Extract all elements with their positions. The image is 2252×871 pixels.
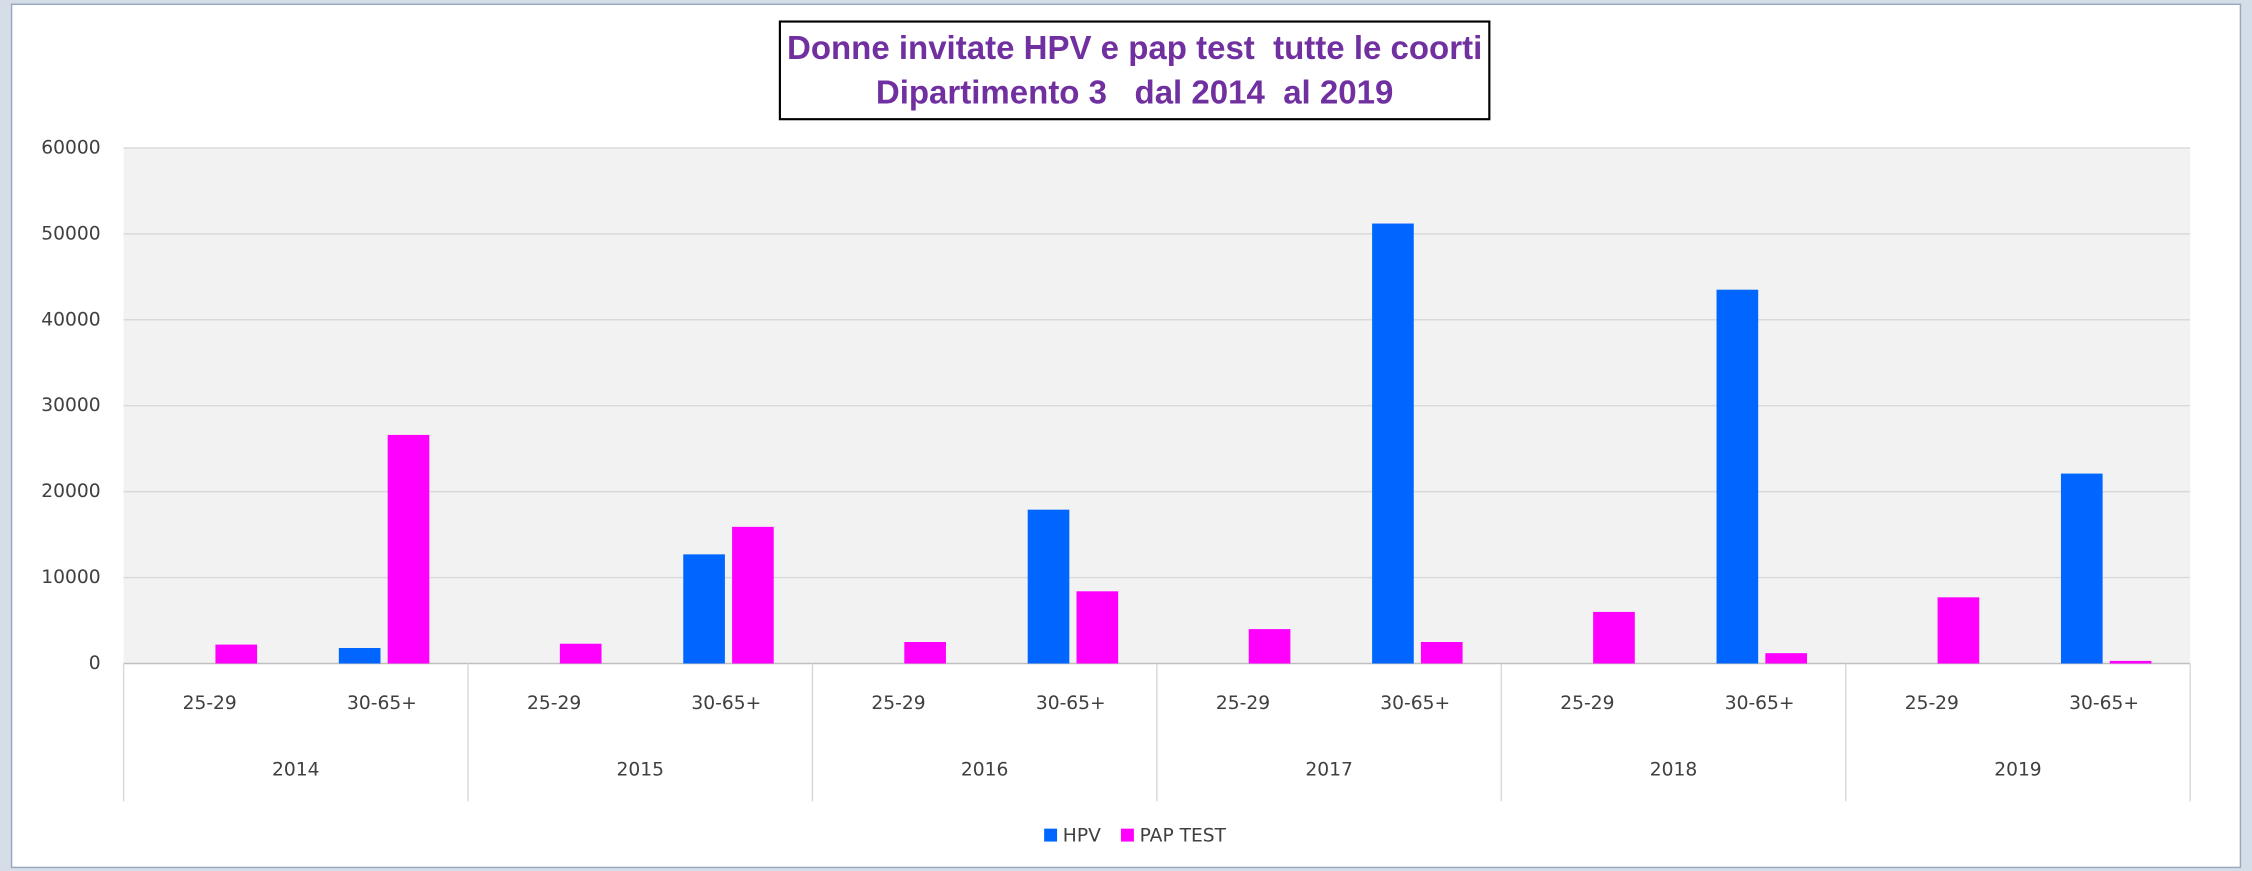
chart-subtitle: Dipartimento 3 dal 2014 al 2019 (876, 74, 1393, 111)
x-tick-label: 25-29 (527, 693, 581, 714)
bar (559, 643, 602, 664)
bar (1593, 611, 1635, 664)
legend-swatch (1120, 828, 1134, 842)
bar (215, 644, 258, 664)
x-tick-label: 30-65+ (1036, 693, 1106, 714)
x-tick-label: 25-29 (1905, 693, 1959, 714)
group-label: 2017 (1305, 759, 1352, 780)
bar (1937, 597, 1980, 664)
bar (2060, 473, 2103, 664)
y-tick-label: 50000 (41, 223, 100, 244)
x-tick-label: 25-29 (1560, 693, 1614, 714)
x-tick-label: 30-65+ (2069, 693, 2139, 714)
bar (1076, 591, 1119, 664)
bar (904, 642, 946, 664)
y-tick-label: 60000 (41, 137, 100, 158)
x-tick-label: 30-65+ (691, 693, 761, 714)
bar (387, 434, 430, 664)
y-tick-label: 0 (89, 653, 101, 674)
y-tick-label: 20000 (41, 481, 100, 502)
x-tick-label: 30-65+ (1725, 693, 1795, 714)
x-tick-label: 30-65+ (1380, 693, 1450, 714)
group-label: 2014 (272, 759, 319, 780)
y-tick-label: 30000 (41, 395, 100, 416)
legend-label: HPV (1063, 825, 1101, 846)
bar (683, 554, 725, 664)
y-tick-label: 40000 (41, 309, 100, 330)
bar (2109, 660, 2152, 664)
bar (1420, 642, 1463, 664)
bar (338, 648, 381, 664)
bar (1027, 509, 1070, 664)
chart-title: Donne invitate HPV e pap test tutte le c… (787, 29, 1482, 66)
group-label: 2015 (616, 759, 663, 780)
legend-label: PAP TEST (1140, 825, 1227, 846)
bar (1248, 629, 1291, 664)
title-box (778, 20, 1491, 121)
group-label: 2018 (1650, 759, 1697, 780)
x-tick-label: 25-29 (1216, 693, 1270, 714)
y-tick-label: 10000 (41, 567, 100, 588)
bar (1372, 223, 1414, 664)
legend-swatch (1044, 828, 1058, 842)
bar (1765, 653, 1808, 664)
x-tick-label: 25-29 (871, 693, 925, 714)
x-tick-label: 25-29 (183, 693, 237, 714)
bar (1716, 289, 1759, 664)
group-label: 2019 (1994, 759, 2041, 780)
bar (732, 526, 774, 664)
group-label: 2016 (961, 759, 1008, 780)
x-tick-label: 30-65+ (347, 693, 417, 714)
